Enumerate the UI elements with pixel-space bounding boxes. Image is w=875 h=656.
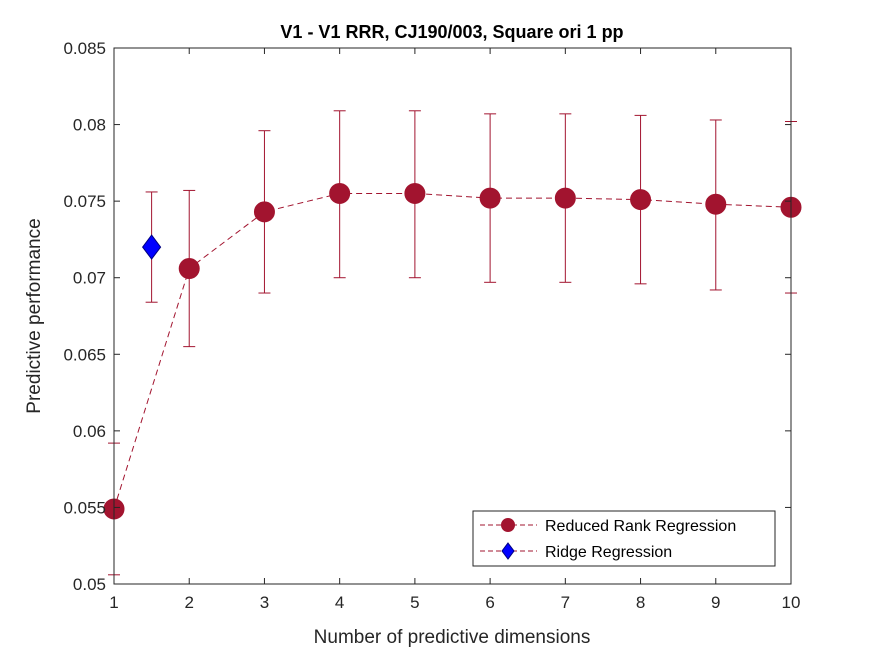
data-point-ridge: [141, 234, 162, 260]
x-tick-label: 5: [410, 593, 419, 612]
y-axis-title: Predictive performance: [24, 218, 45, 413]
legend-marker-rrr: [501, 518, 515, 532]
legend-entry-reduced-rank-regression: Reduced Rank Regression: [480, 518, 736, 535]
axes-box: [113, 47, 792, 585]
legend-label-ridge: Ridge Regression: [545, 544, 672, 561]
plot-area: [114, 48, 791, 584]
data-point-rrr: [554, 187, 576, 209]
y-tick-label: 0.07: [73, 269, 106, 288]
x-tick-label: 1: [109, 593, 118, 612]
x-tick-label: 7: [561, 593, 570, 612]
x-tick-label: 8: [636, 593, 645, 612]
x-tick-label: 4: [335, 593, 344, 612]
y-tick-label: 0.05: [73, 575, 106, 594]
y-tick-label: 0.06: [73, 422, 106, 441]
data-point-rrr: [253, 201, 275, 223]
x-tick-label: 10: [782, 593, 801, 612]
series-ridge: [141, 191, 162, 303]
legend-label-rrr: Reduced Rank Regression: [545, 518, 736, 535]
y-tick-label: 0.065: [63, 345, 106, 364]
axes: 1 2 3 4 5 6 7 8 9 10 0.05 0.055 0.06 0.065 0.07 0.075 0.…: [63, 39, 800, 612]
chart-title: V1 - V1 RRR, CJ190/003, Square ori 1 pp: [280, 22, 623, 42]
data-point-rrr: [178, 258, 200, 280]
series-line-rrr: [113, 192, 792, 510]
legend-marker-ridge: [501, 542, 515, 560]
data-point-rrr: [404, 182, 426, 204]
x-axis-title: Number of predictive dimensions: [314, 627, 591, 648]
x-tick-label: 6: [485, 593, 494, 612]
data-point-rrr: [479, 187, 501, 209]
y-tick-label: 0.055: [63, 498, 106, 517]
legend-entry-ridge-regression: Ridge Regression: [480, 542, 672, 561]
data-point-rrr: [705, 193, 727, 215]
y-tick-label: 0.085: [63, 39, 106, 58]
y-tick-label: 0.075: [63, 192, 106, 211]
legend-box: [472, 510, 776, 567]
x-tick-label: 2: [184, 593, 193, 612]
data-point-rrr: [630, 189, 652, 211]
data-point-rrr: [329, 182, 351, 204]
y-tick-label: 0.08: [73, 116, 106, 135]
x-tick-label: 9: [711, 593, 720, 612]
x-tick-label: 3: [260, 593, 269, 612]
legend: Reduced Rank Regression Ridge Regression: [472, 510, 776, 567]
